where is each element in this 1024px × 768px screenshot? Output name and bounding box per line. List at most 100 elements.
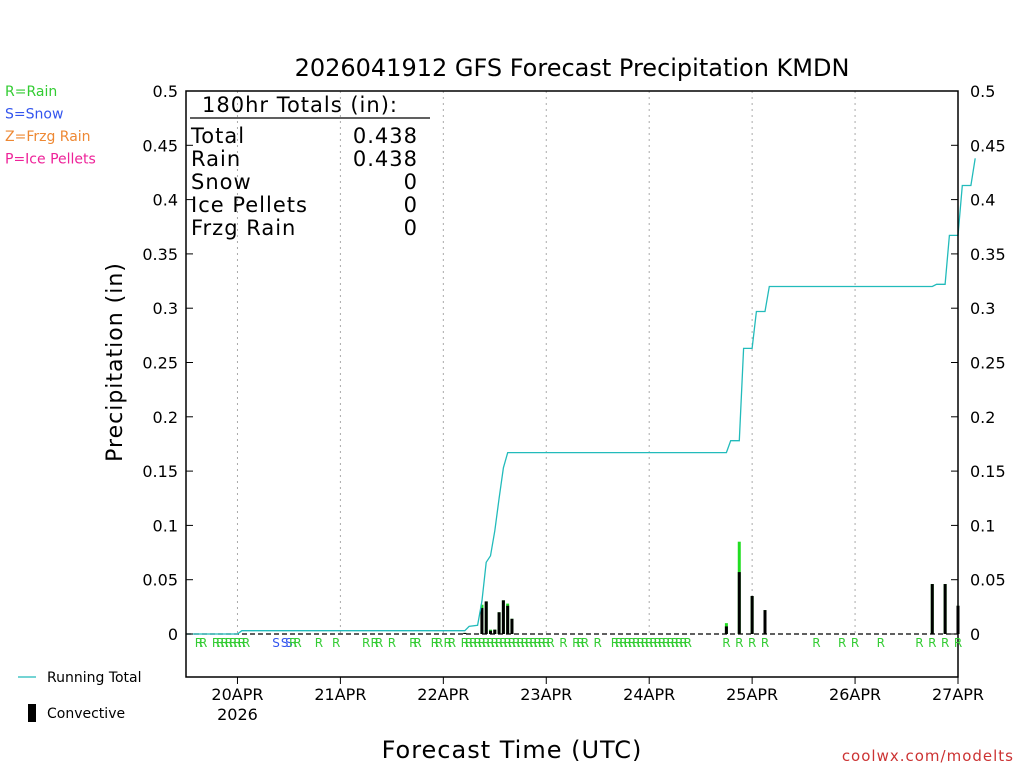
precip-type-mark-81: R — [941, 636, 949, 650]
precip-type-mark-59: R — [636, 636, 644, 650]
totals-value-1: 0.438 — [353, 147, 418, 171]
y-tick-label-right-5: 0.25 — [970, 354, 1006, 373]
precip-type-mark-48: R — [559, 636, 567, 650]
y-tick-label-left-2: 0.1 — [153, 516, 178, 535]
y-tick-label-right-8: 0.4 — [970, 191, 995, 210]
convective-bar-10 — [737, 572, 741, 634]
x-tick-label-6: 26APR — [829, 685, 881, 704]
totals-header: 180hr Totals (in): — [202, 93, 398, 117]
precip-type-mark-62: R — [649, 636, 657, 650]
precip-type-mark-2: R — [212, 636, 220, 650]
y-tick-label-left-4: 0.2 — [153, 408, 178, 427]
precip-type-mark-15: R — [315, 636, 323, 650]
convective-bar-14 — [943, 584, 947, 634]
precip-type-mark-80: R — [928, 636, 936, 650]
precip-type-mark-13: R — [289, 636, 297, 650]
precip-type-mark-28: R — [465, 636, 473, 650]
convective-bar-11 — [750, 595, 754, 634]
convective-bar-5 — [497, 612, 501, 634]
y-tick-label-left-10: 0.5 — [153, 82, 178, 101]
precip-type-mark-37: R — [503, 636, 511, 650]
precip-type-mark-49: R — [572, 636, 580, 650]
y-tick-label-right-1: 0.05 — [970, 571, 1006, 590]
y-tick-label-right-9: 0.45 — [970, 136, 1006, 155]
precip-bars — [463, 541, 960, 634]
precip-type-mark-58: R — [632, 636, 640, 650]
y-tick-label-left-7: 0.35 — [142, 245, 178, 264]
precip-type-mark-70: R — [684, 636, 692, 650]
precip-type-mark-44: R — [534, 636, 542, 650]
precip-type-mark-29: R — [469, 636, 477, 650]
y-ticks-left: 0 0.05 0.1 0.15 0.2 0.25 0.3 0.35 0.4 0.45 0.5 — [142, 82, 193, 644]
precip-type-mark-19: R — [375, 636, 383, 650]
y-tick-label-right-3: 0.15 — [970, 462, 1006, 481]
totals-label-2: Snow — [191, 170, 252, 194]
precip-type-mark-30: R — [473, 636, 481, 650]
totals-label-3: Ice Pellets — [191, 193, 308, 217]
precip-type-mark-21: R — [409, 636, 417, 650]
precip-type-mark-66: R — [666, 636, 674, 650]
precip-type-mark-35: R — [495, 636, 503, 650]
precip-type-legend: R=Rain S=Snow Z=Frzg Rain P=Ice Pellets — [5, 84, 96, 168]
precip-type-mark-67: R — [671, 636, 679, 650]
legend-type-2: Z=Frzg Rain — [5, 129, 91, 145]
totals-value-3: 0 — [404, 193, 418, 217]
precip-type-mark-69: R — [679, 636, 687, 650]
y-tick-label-left-6: 0.3 — [153, 299, 178, 318]
y-tick-label-right-4: 0.2 — [970, 408, 995, 427]
totals-label-0: Total — [190, 124, 245, 148]
y-tick-label-left-8: 0.4 — [153, 191, 178, 210]
precip-type-mark-75: R — [812, 636, 820, 650]
precip-type-mark-60: R — [641, 636, 649, 650]
precip-type-mark-0: R — [195, 636, 203, 650]
y-tick-label-right-0: 0 — [970, 625, 980, 644]
precip-type-mark-76: R — [838, 636, 846, 650]
precip-type-mark-1: R — [199, 636, 207, 650]
totals-box: 180hr Totals (in): Total 0.438 Rain 0.438 Sn… — [190, 93, 430, 240]
precip-type-mark-27: R — [461, 636, 469, 650]
precip-type-mark-52: R — [594, 636, 602, 650]
x-tick-label-7: 27APR — [932, 685, 984, 704]
precip-type-mark-74: R — [761, 636, 769, 650]
precip-type-mark-12: S — [285, 636, 293, 650]
precip-type-mark-71: R — [722, 636, 730, 650]
totals-label-1: Rain — [191, 147, 241, 171]
totals-rows: Total 0.438 Rain 0.438 Snow 0 Ice Pellets 0 Frzg… — [190, 124, 418, 240]
chart-title: 2026041912 GFS Forecast Precipitation KM… — [295, 54, 850, 82]
precip-type-mark-79: R — [915, 636, 923, 650]
x-tick-label-2: 22APR — [417, 685, 469, 704]
totals-label-4: Frzg Rain — [191, 216, 296, 240]
convective-bar-4 — [493, 629, 497, 634]
precip-type-mark-51: R — [581, 636, 589, 650]
convective-bar-9 — [724, 626, 728, 634]
precip-type-mark-8: R — [238, 636, 246, 650]
precip-type-mark-9: R — [242, 636, 250, 650]
legend-type-1: S=Snow — [5, 107, 63, 123]
precip-type-mark-33: R — [486, 636, 494, 650]
precip-type-mark-50: R — [576, 636, 584, 650]
precip-type-mark-61: R — [645, 636, 653, 650]
precip-type-mark-78: R — [877, 636, 885, 650]
y-tick-label-left-1: 0.05 — [142, 571, 178, 590]
grid-lines — [236, 91, 856, 634]
convective-bar-1 — [480, 607, 484, 634]
series-legend: Running Total Convective — [18, 670, 142, 722]
precip-type-mark-36: R — [499, 636, 507, 650]
precip-type-mark-17: R — [362, 636, 370, 650]
precip-type-mark-56: R — [624, 636, 632, 650]
precip-type-mark-10: S — [272, 636, 280, 650]
convective-bar-13 — [930, 584, 934, 634]
precip-type-mark-68: R — [675, 636, 683, 650]
precip-type-mark-22: R — [413, 636, 421, 650]
precip-type-mark-3: R — [216, 636, 224, 650]
y-tick-label-right-6: 0.3 — [970, 299, 995, 318]
precip-type-mark-26: R — [448, 636, 456, 650]
precip-type-mark-45: R — [538, 636, 546, 650]
y-tick-label-left-5: 0.25 — [142, 354, 178, 373]
precip-type-mark-38: R — [508, 636, 516, 650]
convective-bar-12 — [763, 610, 767, 634]
precip-type-mark-46: R — [542, 636, 550, 650]
precip-type-mark-6: R — [229, 636, 237, 650]
